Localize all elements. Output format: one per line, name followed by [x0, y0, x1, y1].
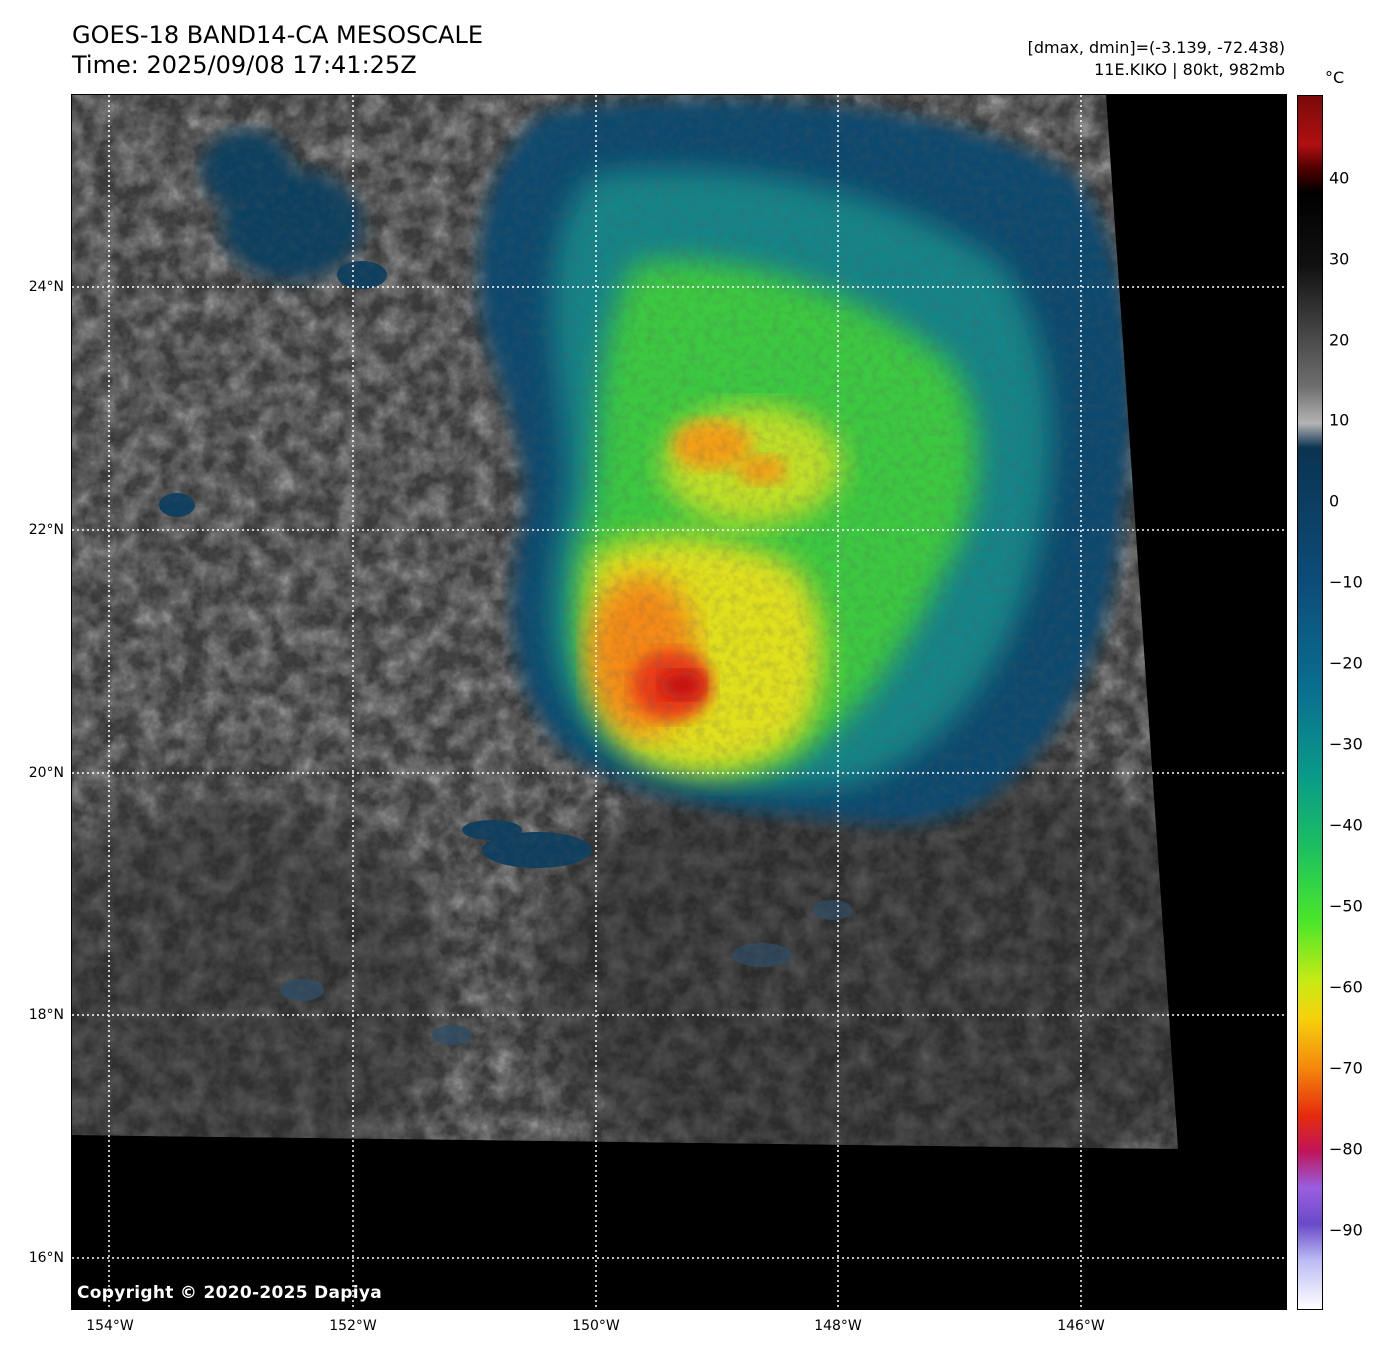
satellite-imagery-svg	[72, 95, 1286, 1309]
lat-label-20: 20°N	[28, 765, 64, 781]
map-time: Time: 2025/09/08 17:41:25Z	[72, 51, 417, 79]
colorbar-tick-minus80: −80	[1329, 1139, 1363, 1159]
colorbar-tick-minus10: −10	[1329, 572, 1363, 592]
lon-label-154: 154°W	[86, 1318, 134, 1334]
colorbar-tick-10: 10	[1329, 410, 1350, 430]
colorbar-tick-minus90: −90	[1329, 1220, 1363, 1240]
dmax-dmin-readout: [dmax, dmin]=(-3.139, -72.438)	[1027, 38, 1285, 57]
satellite-image: Copyright © 2020-2025 Dapiya	[72, 95, 1286, 1309]
colorbar	[1297, 95, 1323, 1310]
lon-label-148: 148°W	[814, 1318, 862, 1334]
lon-label-152: 152°W	[329, 1318, 377, 1334]
colorbar-tick-0: 0	[1329, 491, 1340, 511]
colorbar-gradient	[1298, 96, 1322, 1309]
map-title: GOES-18 BAND14-CA MESOSCALE	[72, 21, 483, 49]
lat-label-16: 16°N	[28, 1250, 64, 1266]
copyright-text: Copyright © 2020-2025 Dapiya	[77, 1283, 382, 1303]
lat-label-18: 18°N	[28, 1007, 64, 1023]
colorbar-tick-30: 30	[1329, 249, 1350, 269]
colorbar-tick-minus50: −50	[1329, 896, 1363, 916]
graticule	[72, 95, 1286, 1309]
lat-label-24: 24°N	[28, 279, 64, 295]
colorbar-tick-minus30: −30	[1329, 734, 1363, 754]
colorbar-tick-minus40: −40	[1329, 815, 1363, 835]
lat-label-22: 22°N	[28, 522, 64, 538]
colorbar-unit: °C	[1325, 68, 1345, 87]
colorbar-tick-minus60: −60	[1329, 977, 1363, 997]
lon-label-146: 146°W	[1057, 1318, 1105, 1334]
colorbar-tick-minus20: −20	[1329, 653, 1363, 673]
colorbar-tick-20: 20	[1329, 330, 1350, 350]
storm-info: 11E.KIKO | 80kt, 982mb	[1094, 60, 1285, 79]
colorbar-tick-minus70: −70	[1329, 1058, 1363, 1078]
colorbar-tick-40: 40	[1329, 168, 1350, 188]
lon-label-150: 150°W	[572, 1318, 620, 1334]
